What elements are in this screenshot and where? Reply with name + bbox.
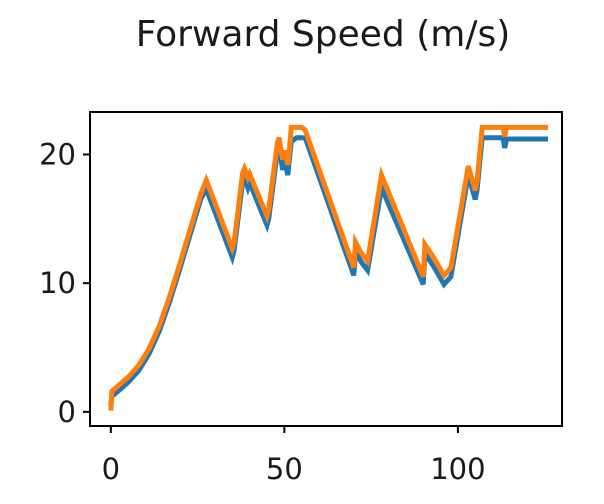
x-tick-label: 50 (266, 452, 303, 486)
x-tick-label: 0 (102, 452, 120, 486)
y-tick-label: 20 (39, 137, 76, 171)
chart-title: Forward Speed (m/s) (136, 14, 511, 55)
y-tick-label: 0 (58, 395, 76, 429)
y-tick-label: 10 (39, 266, 76, 300)
x-tick-label: 100 (430, 452, 485, 486)
line-series-2 (108, 124, 549, 411)
ticks: 0 50 100 0 10 20 (39, 137, 485, 486)
plot-area (108, 124, 549, 411)
axes-frame (89, 111, 563, 427)
